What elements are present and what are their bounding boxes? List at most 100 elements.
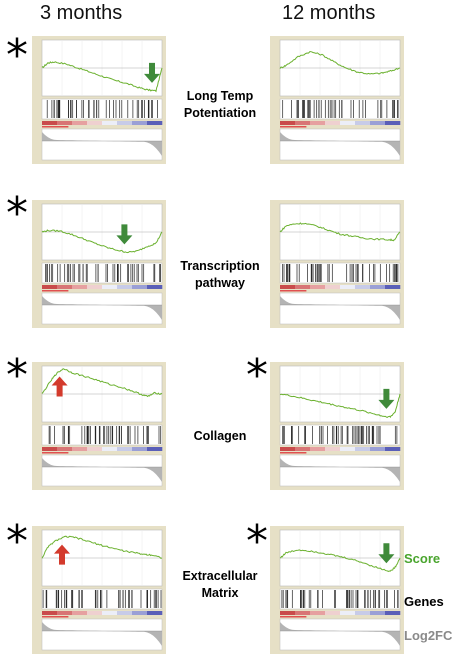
score-line: [41, 229, 163, 254]
positive-label-bar: [42, 290, 69, 292]
rank-gradient-segment: [102, 285, 118, 289]
rank-gradient-segment: [132, 611, 148, 615]
score-line: [279, 50, 401, 75]
legend-score: Score: [404, 551, 441, 566]
column-title-12-months: 12 months: [282, 2, 376, 24]
positive-label-bar: [42, 126, 69, 128]
gsea-panel-ecm-12m: [270, 526, 404, 654]
score-line: [279, 222, 401, 242]
legend-log2fc: Log2FC: [404, 628, 453, 643]
rank-gradient-segment: [325, 121, 341, 125]
gsea-panel-ecm-3m: [32, 526, 166, 654]
rank-gradient-segment: [385, 611, 401, 615]
rank-gradient-segment: [295, 611, 311, 615]
rank-gradient-segment: [72, 121, 88, 125]
down-arrow-icon: [116, 224, 133, 245]
rank-gradient-segment: [132, 285, 148, 289]
significance-star: *: [246, 350, 268, 401]
rank-gradient-segment: [370, 285, 386, 289]
rank-gradient-segment: [57, 121, 73, 125]
down-arrow-icon: [378, 543, 395, 564]
rank-gradient-segment: [57, 611, 73, 615]
rank-gradient-segment: [280, 121, 296, 125]
rank-gradient-segment: [355, 285, 371, 289]
rank-gradient-segment: [147, 285, 163, 289]
score-line: [41, 535, 163, 559]
up-arrow-icon: [54, 544, 70, 565]
rank-gradient-segment: [385, 285, 401, 289]
gene-hits-band: [279, 588, 401, 610]
up-arrow-icon: [51, 376, 68, 397]
gene-hits-band: [41, 262, 163, 284]
rank-gradient-segment: [310, 285, 326, 289]
rank-gradient-segment: [295, 285, 311, 289]
rank-gradient-segment: [325, 447, 341, 451]
rank-gradient-segment: [42, 611, 58, 615]
rank-gradient-segment: [147, 447, 163, 451]
log2fc-plot-area: [41, 128, 163, 161]
log2fc-plot-area: [41, 618, 163, 651]
gene-hits-band: [41, 424, 163, 446]
rank-gradient-segment: [385, 121, 401, 125]
rank-gradient-segment: [340, 611, 356, 615]
rank-gradient-segment: [385, 447, 401, 451]
rank-gradient-segment: [72, 285, 88, 289]
rank-gradient-segment: [117, 611, 133, 615]
rank-gradient-segment: [102, 611, 118, 615]
log2fc-plot-area: [41, 292, 163, 325]
rank-gradient-segment: [72, 611, 88, 615]
rank-gradient-segment: [310, 121, 326, 125]
gene-hits-band: [279, 262, 401, 284]
rank-gradient-segment: [117, 285, 133, 289]
rank-gradient-segment: [147, 611, 163, 615]
gene-set-label-transcription: Transcription pathway: [180, 259, 260, 290]
rank-gradient-segment: [295, 447, 311, 451]
log2fc-plot-area: [279, 292, 401, 325]
rank-gradient-segment: [117, 447, 133, 451]
gene-set-label-collagen: Collagen: [193, 429, 247, 443]
rank-gradient-segment: [340, 285, 356, 289]
significance-star: *: [6, 188, 28, 239]
rank-gradient-segment: [132, 121, 148, 125]
score-line: [41, 61, 163, 93]
significance-star: *: [6, 350, 28, 401]
log2fc-plot-area: [279, 128, 401, 161]
log2fc-plot-area: [279, 454, 401, 487]
rank-gradient-segment: [280, 611, 296, 615]
rank-gradient-segment: [325, 285, 341, 289]
rank-gradient-segment: [370, 611, 386, 615]
gene-set-label-ecm: Extracellular Matrix: [182, 569, 258, 600]
rank-gradient-segment: [42, 121, 58, 125]
rank-gradient-segment: [42, 447, 58, 451]
rank-gradient-segment: [355, 611, 371, 615]
column-title-3-months: 3 months: [40, 2, 123, 24]
rank-gradient-segment: [370, 447, 386, 451]
rank-gradient-segment: [355, 447, 371, 451]
gsea-panel-transcription-12m: [270, 200, 404, 328]
gene-hits-band: [41, 98, 163, 120]
rank-gradient-segment: [87, 121, 103, 125]
score-line: [279, 393, 401, 418]
rank-gradient-segment: [87, 447, 103, 451]
down-arrow-icon: [378, 388, 395, 409]
rank-gradient-segment: [87, 611, 103, 615]
rank-gradient-segment: [87, 285, 103, 289]
rank-gradient-segment: [295, 121, 311, 125]
rank-gradient-segment: [280, 447, 296, 451]
rank-gradient-segment: [132, 447, 148, 451]
positive-label-bar: [42, 452, 69, 454]
legend-genes: Genes: [404, 594, 444, 609]
rank-gradient-segment: [340, 447, 356, 451]
gsea-panel-ltp-12m: [270, 36, 404, 164]
rank-gradient-segment: [310, 447, 326, 451]
significance-star: *: [6, 30, 28, 81]
gene-set-label-ltp: Long Temp Potentiation: [183, 89, 257, 120]
rank-gradient-segment: [280, 285, 296, 289]
rank-gradient-segment: [147, 121, 163, 125]
rank-gradient-segment: [325, 611, 341, 615]
rank-gradient-segment: [310, 611, 326, 615]
rank-gradient-segment: [102, 121, 118, 125]
positive-label-bar: [280, 126, 307, 128]
positive-label-bar: [42, 616, 69, 618]
positive-label-bar: [280, 616, 307, 618]
